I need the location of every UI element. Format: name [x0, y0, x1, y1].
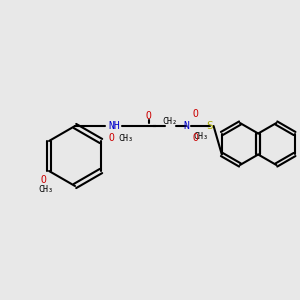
Text: CH₃: CH₃ — [118, 134, 133, 142]
Text: N: N — [183, 121, 189, 131]
Text: NH: NH — [108, 121, 120, 131]
Text: O: O — [192, 109, 198, 119]
Text: O: O — [40, 175, 46, 185]
Text: O: O — [109, 133, 114, 143]
Text: O: O — [146, 110, 152, 121]
Text: O: O — [192, 133, 198, 143]
Text: CH₃: CH₃ — [38, 185, 53, 194]
Text: CH₂: CH₂ — [162, 117, 177, 126]
Text: S: S — [207, 121, 213, 131]
Text: CH₃: CH₃ — [194, 132, 208, 141]
